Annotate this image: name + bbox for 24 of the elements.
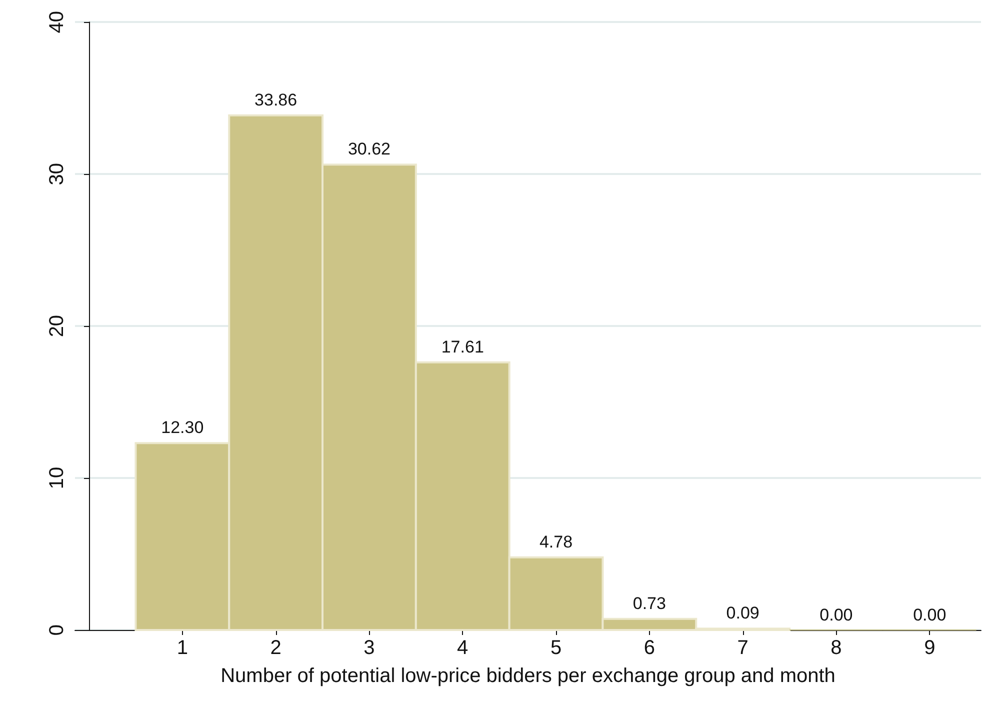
data-label: 30.62 [348, 140, 390, 159]
x-tick-label: 7 [737, 637, 748, 659]
data-label: 0.00 [820, 606, 853, 624]
x-tick-label: 4 [457, 637, 468, 659]
data-label: 17.61 [441, 337, 484, 356]
x-tick-label: 9 [924, 637, 936, 659]
x-tick-label: 2 [270, 637, 282, 659]
y-tick-label: 30 [46, 162, 68, 186]
data-label: 0.00 [913, 606, 946, 624]
x-tick-label: 3 [364, 637, 375, 659]
data-label: 0.73 [632, 594, 666, 613]
y-tick-label: 0 [46, 624, 68, 636]
x-tick-label: 6 [644, 637, 655, 659]
x-tick-label: 1 [176, 637, 188, 659]
data-label: 33.86 [254, 90, 298, 110]
data-label: 0.09 [726, 604, 760, 623]
data-label: 12.30 [161, 418, 204, 438]
x-tick-label: 5 [550, 637, 562, 659]
y-tick-label: 20 [46, 314, 68, 338]
x-axis-title: Number of potential low-price bidders per exchange group and month [220, 665, 836, 687]
y-tick-label: 40 [46, 11, 68, 34]
y-tick-label: 10 [46, 466, 68, 490]
x-tick-label: 8 [830, 637, 842, 659]
data-label: 4.78 [539, 532, 573, 552]
